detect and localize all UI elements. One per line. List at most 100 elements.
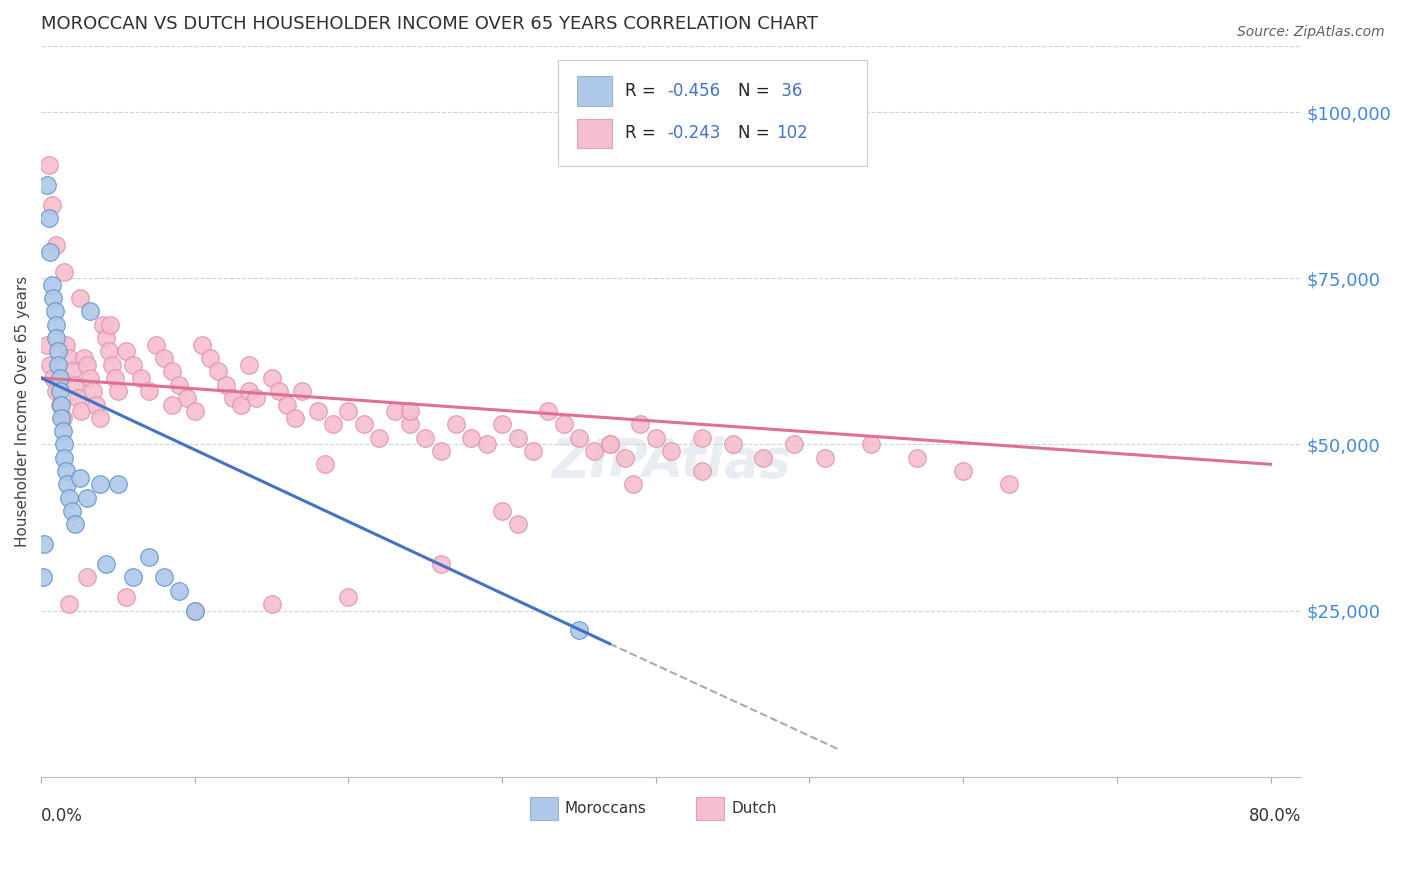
Point <box>63 377 86 392</box>
Point <box>506 517 529 532</box>
Point <box>537 404 560 418</box>
Point <box>460 431 482 445</box>
Text: ZIPAtlas: ZIPAtlas <box>551 436 792 488</box>
Point <box>91 318 114 332</box>
Point <box>399 404 422 418</box>
Point <box>58 351 80 365</box>
Point <box>46 358 69 372</box>
Point <box>45 238 67 252</box>
Bar <box>530 797 558 821</box>
Text: R =: R = <box>624 82 661 100</box>
Point <box>114 344 136 359</box>
Point <box>104 371 127 385</box>
Point <box>353 417 375 432</box>
Point <box>568 431 591 445</box>
Text: 80.0%: 80.0% <box>1249 807 1302 825</box>
Point <box>475 437 498 451</box>
Point <box>60 504 83 518</box>
Point <box>56 477 79 491</box>
Point <box>491 417 513 432</box>
Point <box>122 358 145 372</box>
Point <box>38 158 60 172</box>
Point <box>94 331 117 345</box>
Point <box>291 384 314 399</box>
Point <box>86 397 108 411</box>
Point <box>859 437 882 451</box>
Point <box>107 384 129 399</box>
Point <box>522 444 544 458</box>
Point <box>53 437 76 451</box>
Point <box>214 377 236 392</box>
Point <box>752 450 775 465</box>
Point <box>184 404 207 418</box>
Point <box>191 337 214 351</box>
Text: Dutch: Dutch <box>731 801 778 816</box>
Point <box>506 431 529 445</box>
Point <box>138 384 160 399</box>
Point <box>284 410 307 425</box>
Point <box>160 397 183 411</box>
Point <box>42 371 65 385</box>
Text: MOROCCAN VS DUTCH HOUSEHOLDER INCOME OVER 65 YEARS CORRELATION CHART: MOROCCAN VS DUTCH HOUSEHOLDER INCOME OVE… <box>41 15 818 33</box>
FancyBboxPatch shape <box>558 61 866 166</box>
Point <box>52 424 75 438</box>
Point <box>229 397 252 411</box>
Text: 36: 36 <box>776 82 803 100</box>
Point <box>79 371 101 385</box>
Point <box>55 337 77 351</box>
Point <box>238 384 260 399</box>
Point <box>98 318 121 332</box>
Point <box>384 404 406 418</box>
Point <box>599 437 621 451</box>
Point <box>82 384 104 399</box>
Point <box>138 550 160 565</box>
Point <box>45 331 67 345</box>
Text: R =: R = <box>624 124 661 143</box>
Point <box>52 410 75 425</box>
Point <box>153 570 176 584</box>
Point <box>260 371 283 385</box>
Point <box>37 178 59 193</box>
Point <box>89 410 111 425</box>
Point <box>37 337 59 351</box>
Point <box>998 477 1021 491</box>
Point <box>69 470 91 484</box>
Bar <box>696 797 724 821</box>
Point <box>429 557 451 571</box>
Point <box>583 444 606 458</box>
Point <box>79 304 101 318</box>
Point <box>429 444 451 458</box>
Point <box>337 404 360 418</box>
Point <box>41 198 63 212</box>
Point <box>245 391 267 405</box>
Point <box>630 417 652 432</box>
Point <box>269 384 291 399</box>
Point <box>260 597 283 611</box>
Point <box>107 477 129 491</box>
Point <box>53 264 76 278</box>
Text: N =: N = <box>738 82 775 100</box>
Point <box>44 304 66 318</box>
Point <box>76 491 98 505</box>
Point <box>45 318 67 332</box>
Point <box>169 377 191 392</box>
Point <box>94 557 117 571</box>
Point <box>38 211 60 226</box>
Point <box>322 417 344 432</box>
Point <box>783 437 806 451</box>
Point <box>184 603 207 617</box>
Point <box>814 450 837 465</box>
Point <box>413 431 436 445</box>
Point <box>114 591 136 605</box>
Point <box>41 277 63 292</box>
Text: 102: 102 <box>776 124 807 143</box>
Point <box>207 364 229 378</box>
Point <box>69 291 91 305</box>
Point <box>70 404 93 418</box>
Point <box>198 351 221 365</box>
Point <box>46 344 69 359</box>
Point <box>659 444 682 458</box>
Point <box>614 450 637 465</box>
Point <box>568 624 591 638</box>
Point <box>160 364 183 378</box>
